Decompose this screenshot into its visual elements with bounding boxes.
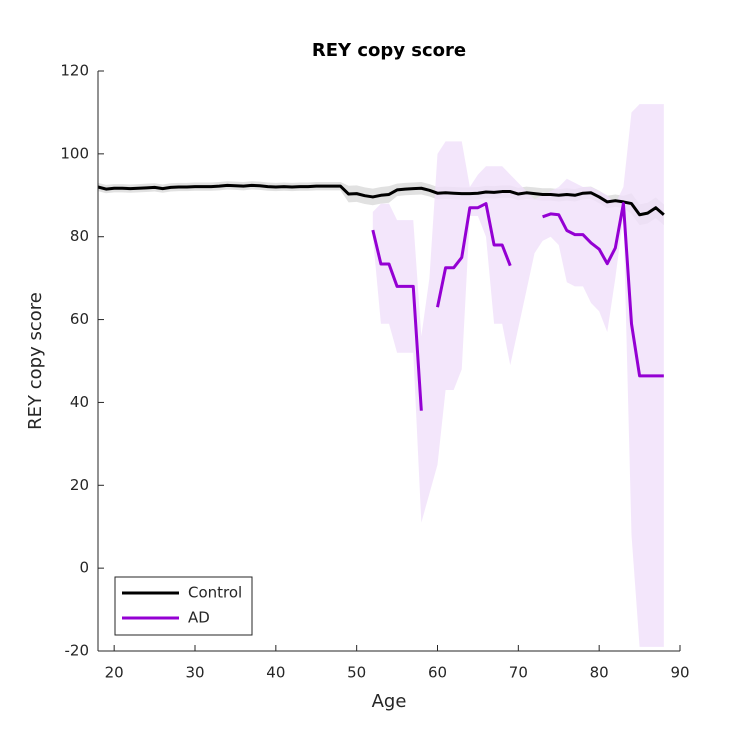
legend-label: Control bbox=[188, 584, 242, 602]
legend: Control AD bbox=[114, 576, 253, 636]
legend-label: AD bbox=[188, 609, 210, 627]
x-tick-label: 30 bbox=[185, 664, 204, 682]
x-tick-label: 80 bbox=[590, 664, 609, 682]
x-axis-label: Age bbox=[372, 691, 407, 712]
y-axis-label: REY copy score bbox=[25, 292, 46, 430]
y-tick-label: 20 bbox=[70, 476, 89, 494]
y-tick-label: -20 bbox=[65, 642, 90, 660]
data-line bbox=[371, 202, 664, 411]
x-tick-label: 20 bbox=[105, 664, 124, 682]
x-tick-label: 40 bbox=[266, 664, 285, 682]
chart-title: REY copy score bbox=[312, 40, 466, 61]
data-line bbox=[97, 183, 665, 217]
plot-area bbox=[97, 104, 665, 647]
x-tick-label: 90 bbox=[670, 664, 689, 682]
x-tick-label: 70 bbox=[509, 664, 528, 682]
y-tick-label: 100 bbox=[60, 144, 89, 162]
y-tick-label: 40 bbox=[70, 393, 89, 411]
y-tick-label: 0 bbox=[79, 559, 89, 577]
y-tick-label: 120 bbox=[60, 62, 89, 80]
confidence-band bbox=[372, 104, 664, 647]
x-tick-label: 60 bbox=[428, 664, 447, 682]
x-tick-label: 50 bbox=[347, 664, 366, 682]
legend-box bbox=[114, 576, 253, 636]
y-tick-label: 80 bbox=[70, 227, 89, 245]
y-tick-label: 60 bbox=[70, 310, 89, 328]
